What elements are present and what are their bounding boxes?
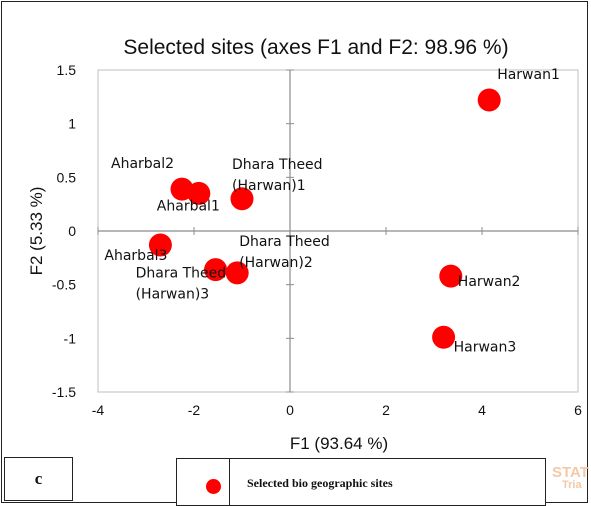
data-point-label: Aharbal2 bbox=[111, 156, 174, 172]
x-tick-label: 0 bbox=[286, 402, 294, 418]
y-tick-label: 1 bbox=[68, 116, 76, 132]
data-point-label: Harwan2 bbox=[458, 274, 521, 290]
data-point-label: Aharbal3 bbox=[104, 248, 167, 264]
legend-divider bbox=[229, 459, 230, 505]
y-tick-label: 1.5 bbox=[57, 62, 77, 78]
data-point bbox=[477, 88, 501, 112]
data-point bbox=[439, 264, 463, 288]
data-point bbox=[432, 325, 456, 349]
data-point bbox=[187, 181, 211, 205]
x-tick-label: -4 bbox=[92, 402, 105, 418]
data-point-label: Harwan1 bbox=[497, 67, 560, 83]
data-point-label: Dhara Theed bbox=[232, 157, 323, 173]
data-point-label: (Harwan)2 bbox=[239, 255, 313, 271]
y-tick-label: 0.5 bbox=[57, 169, 77, 185]
data-point-label: (Harwan)3 bbox=[136, 287, 210, 303]
data-point-label: Harwan3 bbox=[454, 339, 517, 355]
x-tick-label: -2 bbox=[188, 402, 201, 418]
y-tick-label: 0 bbox=[68, 223, 76, 239]
legend: Selected bio geographic sites bbox=[176, 458, 546, 506]
y-tick-label: -0.5 bbox=[52, 277, 76, 293]
panel-letter: c bbox=[4, 457, 73, 501]
legend-marker bbox=[206, 479, 221, 494]
x-tick-label: 6 bbox=[574, 402, 582, 418]
watermark-line-1: STAT bbox=[552, 464, 589, 481]
data-point bbox=[148, 233, 172, 257]
data-point-label: Aharbal1 bbox=[157, 198, 220, 214]
data-point-label: (Harwan)1 bbox=[232, 178, 306, 194]
data-point-label: Dhara Theed bbox=[136, 266, 227, 282]
x-axis-title: F1 (93.64 %) bbox=[290, 434, 388, 453]
chart-title: Selected sites (axes F1 and F2: 98.96 %) bbox=[123, 36, 508, 59]
data-point bbox=[225, 261, 249, 285]
data-point-label: Dhara Theed bbox=[239, 234, 330, 250]
data-point bbox=[230, 187, 254, 211]
watermark-line-2: Tria bbox=[562, 479, 582, 491]
watermark: STAT Tria bbox=[552, 464, 589, 492]
legend-label: Selected bio geographic sites bbox=[247, 476, 393, 490]
y-axis-title: F2 (5.33 %) bbox=[27, 187, 46, 276]
data-point bbox=[204, 258, 228, 282]
x-tick-label: 2 bbox=[382, 402, 390, 418]
y-tick-label: -1 bbox=[64, 330, 77, 346]
x-tick-label: 4 bbox=[478, 402, 486, 418]
y-tick-label: -1.5 bbox=[52, 384, 76, 400]
